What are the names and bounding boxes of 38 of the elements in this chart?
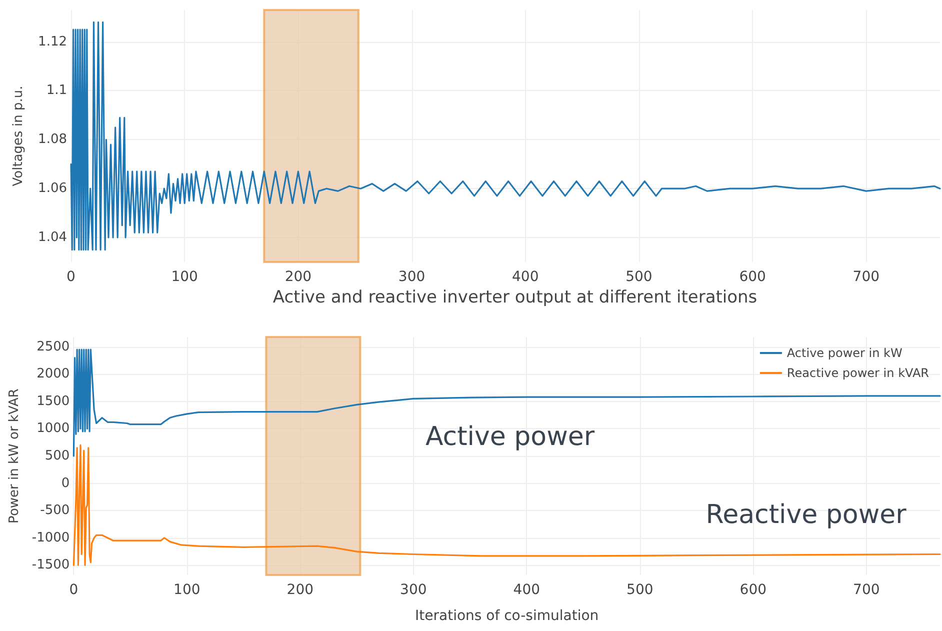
x-tick-label: 200 [284, 269, 312, 285]
annotation: Active power [425, 422, 595, 452]
y-tick-label: -500 [40, 503, 70, 518]
y-tick-label: 1.04 [38, 230, 67, 246]
x-tick-label: 400 [513, 582, 540, 598]
x-tick-label: 100 [174, 582, 200, 598]
x-tick-label: 700 [852, 269, 880, 285]
chart-title: Active and reactive inverter output at different iterations [272, 288, 758, 308]
line-series [70, 21, 941, 251]
y-tick-label: 1.12 [38, 34, 67, 50]
x-tick-label: 300 [398, 269, 426, 285]
x-tick-label: 300 [400, 582, 427, 598]
y-tick-label: 500 [44, 448, 70, 464]
line-series [72, 348, 941, 457]
x-tick-label: 100 [171, 269, 198, 285]
annotation: Reactive power [706, 500, 907, 530]
y-tick-label: -1000 [32, 530, 70, 546]
y-tick-label: -1500 [32, 558, 70, 573]
x-tick-label: 500 [626, 269, 652, 285]
x-tick-label: 400 [512, 269, 539, 285]
y-tick-label: 1.1 [46, 83, 67, 98]
x-tick-label: 600 [739, 269, 766, 285]
y-tick-label: 0 [61, 476, 70, 491]
y-axis-title: Power in kW or kVAR [7, 388, 22, 524]
y-axis-title: Voltages in p.u. [11, 86, 26, 186]
y-tick-label: 1.08 [38, 132, 67, 148]
x-tick-label: 200 [286, 582, 314, 598]
y-tick-label: 1500 [36, 394, 70, 409]
x-tick-label: 500 [626, 582, 654, 598]
legend-label: Active power in kW [786, 346, 902, 360]
x-tick-label: 700 [853, 582, 880, 598]
x-axis-title: Iterations of co-simulation [415, 608, 599, 624]
y-tick-label: 2000 [36, 366, 70, 382]
y-tick-label: 1000 [36, 421, 70, 436]
y-tick-label: 2500 [36, 339, 70, 354]
y-tick-label: 1.06 [38, 181, 67, 196]
legend-label: Reactive power in kVAR [786, 366, 930, 380]
x-tick-label: 600 [740, 582, 767, 598]
